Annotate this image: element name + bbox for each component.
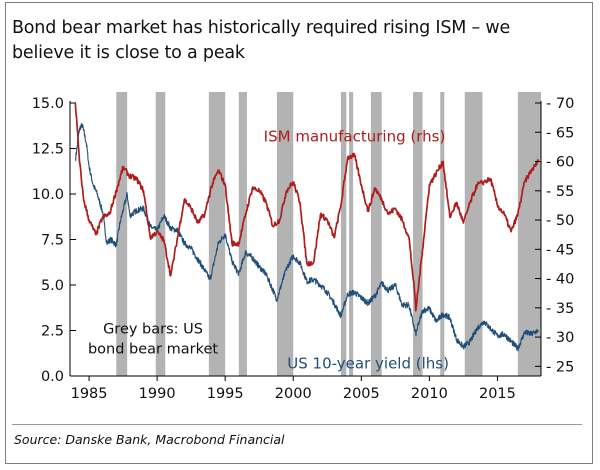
- left-axis-tick-label: 15.0: [32, 96, 64, 112]
- left-axis-tick-label: 0.0: [41, 369, 64, 385]
- right-axis-tick-label: - 40: [546, 272, 574, 288]
- chart-title: Bond bear market has historically requir…: [12, 16, 582, 66]
- bear-market-bar-9: [413, 92, 423, 376]
- right-axis-tick-label: - 65: [546, 125, 574, 141]
- bear-market-bar-7: [349, 92, 354, 376]
- source-note: Source: Danske Bank, Macrobond Financial: [14, 432, 285, 447]
- left-axis-tick-label: 5.0: [41, 278, 64, 294]
- us-10-year-yield-line: [74, 122, 539, 352]
- x-axis-tick-label: 1985: [71, 386, 108, 402]
- bear-market-bar-1: [116, 92, 128, 376]
- x-axis-tick-label: 2000: [275, 386, 312, 402]
- right-axis-tick-label: - 35: [546, 301, 574, 317]
- x-axis-tick-label: 1995: [207, 386, 244, 402]
- bear-market-bar-6: [340, 92, 347, 376]
- bear-market-bar-11: [464, 92, 483, 376]
- bear-market-bar-12: [517, 92, 541, 376]
- right-axis-tick-label: - 45: [546, 242, 574, 258]
- bear-market-bar-5: [276, 92, 294, 376]
- x-axis-tick-label: 1990: [139, 386, 176, 402]
- ism-series-label: ISM manufacturing (rhs): [264, 127, 446, 145]
- ism-manufacturing-line: [74, 103, 540, 312]
- right-axis-tick-label: - 70: [546, 96, 574, 112]
- x-axis-tick-label: 2010: [411, 386, 448, 402]
- left-axis-tick-label: 2.5: [41, 324, 64, 340]
- bear-market-bar-4: [238, 92, 247, 376]
- yield-series-label: US 10-year yield (lhs): [287, 354, 449, 372]
- right-axis-tick-label: - 60: [546, 155, 574, 171]
- bear-market-bar-10: [440, 92, 445, 376]
- bear-market-bar-3: [208, 92, 226, 376]
- footer-divider: [12, 424, 582, 425]
- right-axis-tick-label: - 30: [546, 330, 574, 346]
- right-axis-tick-label: - 55: [546, 184, 574, 200]
- bear-market-bar-8: [370, 92, 382, 376]
- right-axis-tick-label: - 50: [546, 213, 574, 229]
- chart-title-line-2: believe it is close to a peak: [12, 43, 245, 63]
- x-axis-tick-label: 2005: [343, 386, 380, 402]
- left-axis-tick-label: 7.5: [41, 233, 64, 249]
- x-axis-tick-label: 2015: [479, 386, 516, 402]
- chart-frame: [5, 2, 593, 464]
- right-axis-tick-label: - 25: [546, 359, 574, 375]
- chart-title-line-1: Bond bear market has historically requir…: [12, 18, 511, 38]
- grey-bars-note-line-1: Grey bars: US: [103, 322, 203, 338]
- left-axis-tick-label: 12.5: [32, 142, 64, 158]
- left-axis-tick-label: 10.0: [32, 187, 64, 203]
- grey-bars-note-line-2: bond bear market: [88, 342, 218, 358]
